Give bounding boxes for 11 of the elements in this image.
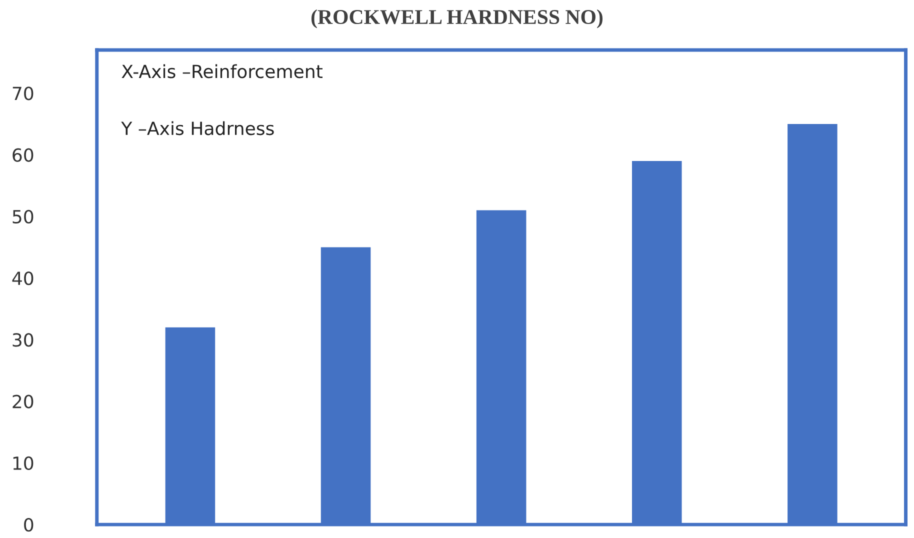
y-tick-label: 50 xyxy=(12,210,34,224)
y-tick-label: 10 xyxy=(13,456,34,470)
annotation: X-Axis –Reinforcement xyxy=(122,64,322,78)
chart-title: (ROCKWELL HARDNESS NO) xyxy=(311,9,603,28)
y-tick-label: 60 xyxy=(12,148,34,162)
y-tick-label: 20 xyxy=(12,394,34,408)
y-tick-label: 0 xyxy=(24,518,34,532)
annotation: Y –Axis Hadrness xyxy=(121,121,274,136)
y-tick-label: 40 xyxy=(12,272,34,286)
y-tick-label: 30 xyxy=(12,333,34,347)
y-tick-label: 70 xyxy=(12,86,34,100)
